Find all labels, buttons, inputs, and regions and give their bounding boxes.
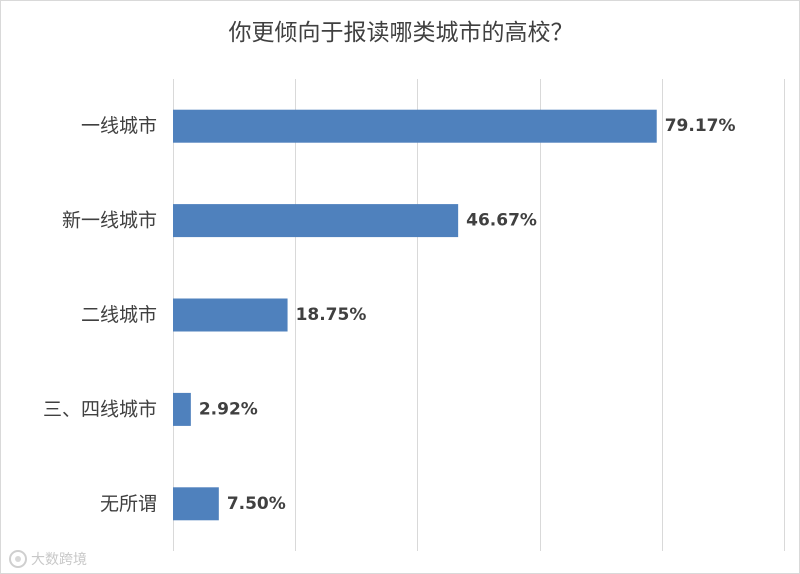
bar — [173, 204, 459, 238]
category-label: 无所谓 — [100, 493, 157, 515]
bar — [173, 487, 219, 521]
category-label: 新一线城市 — [62, 210, 157, 232]
bar — [173, 109, 657, 143]
data-label: 2.92% — [199, 399, 258, 419]
bar — [173, 392, 191, 426]
category-label: 二线城市 — [81, 304, 157, 326]
data-label: 46.67% — [466, 211, 537, 231]
category-label: 三、四线城市 — [43, 398, 157, 420]
data-label: 7.50% — [227, 494, 286, 514]
data-label: 79.17% — [665, 116, 736, 136]
watermark: 大数跨境 — [9, 549, 87, 569]
gridlines — [173, 79, 785, 551]
data-labels: 79.17% 46.67% 18.75% 2.92% 7.50% — [199, 116, 736, 514]
category-label: 一线城市 — [81, 115, 157, 137]
bars — [173, 109, 657, 521]
watermark-text: 大数跨境 — [31, 552, 87, 568]
bar — [173, 298, 288, 332]
logo-circle-icon — [9, 550, 27, 568]
data-label: 18.75% — [296, 305, 367, 325]
chart-title: 你更倾向于报读哪类城市的高校？ — [228, 20, 574, 46]
